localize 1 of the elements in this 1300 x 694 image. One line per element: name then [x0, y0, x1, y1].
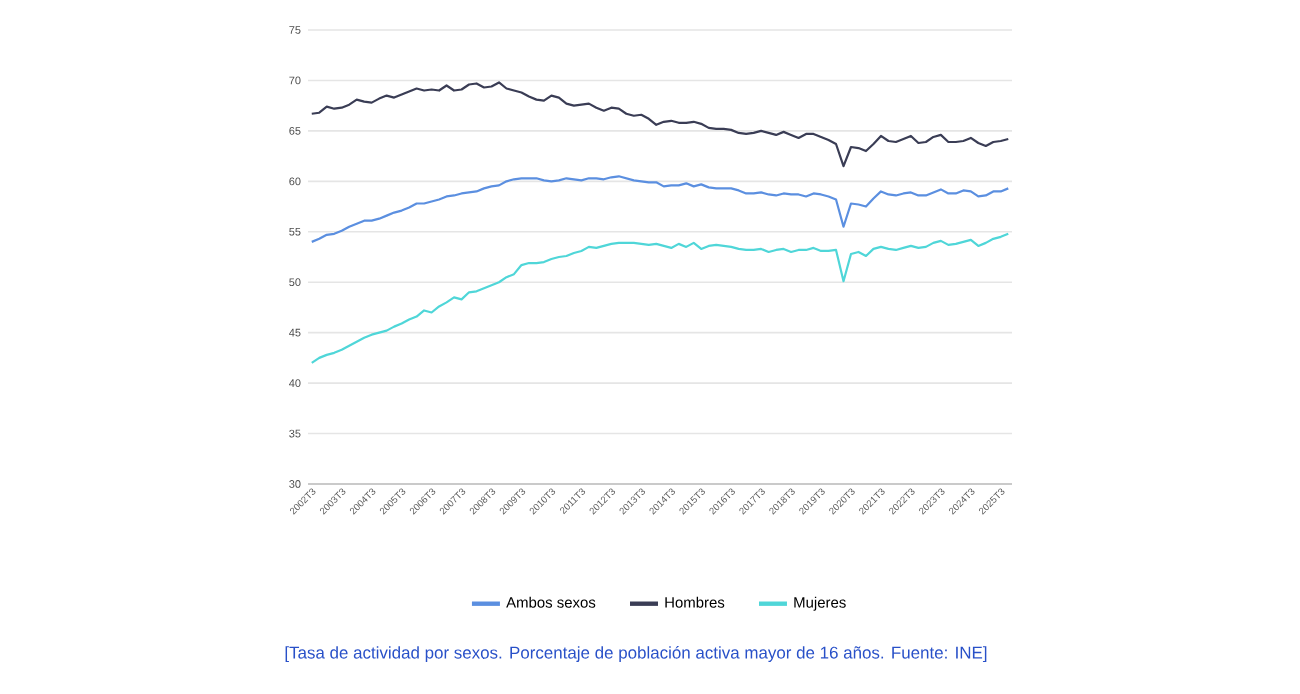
text: [Tasa de actividad por sexos. Porcentaje de población activa mayor de 16 años. Fuente: INE]	[285, 646, 987, 662]
